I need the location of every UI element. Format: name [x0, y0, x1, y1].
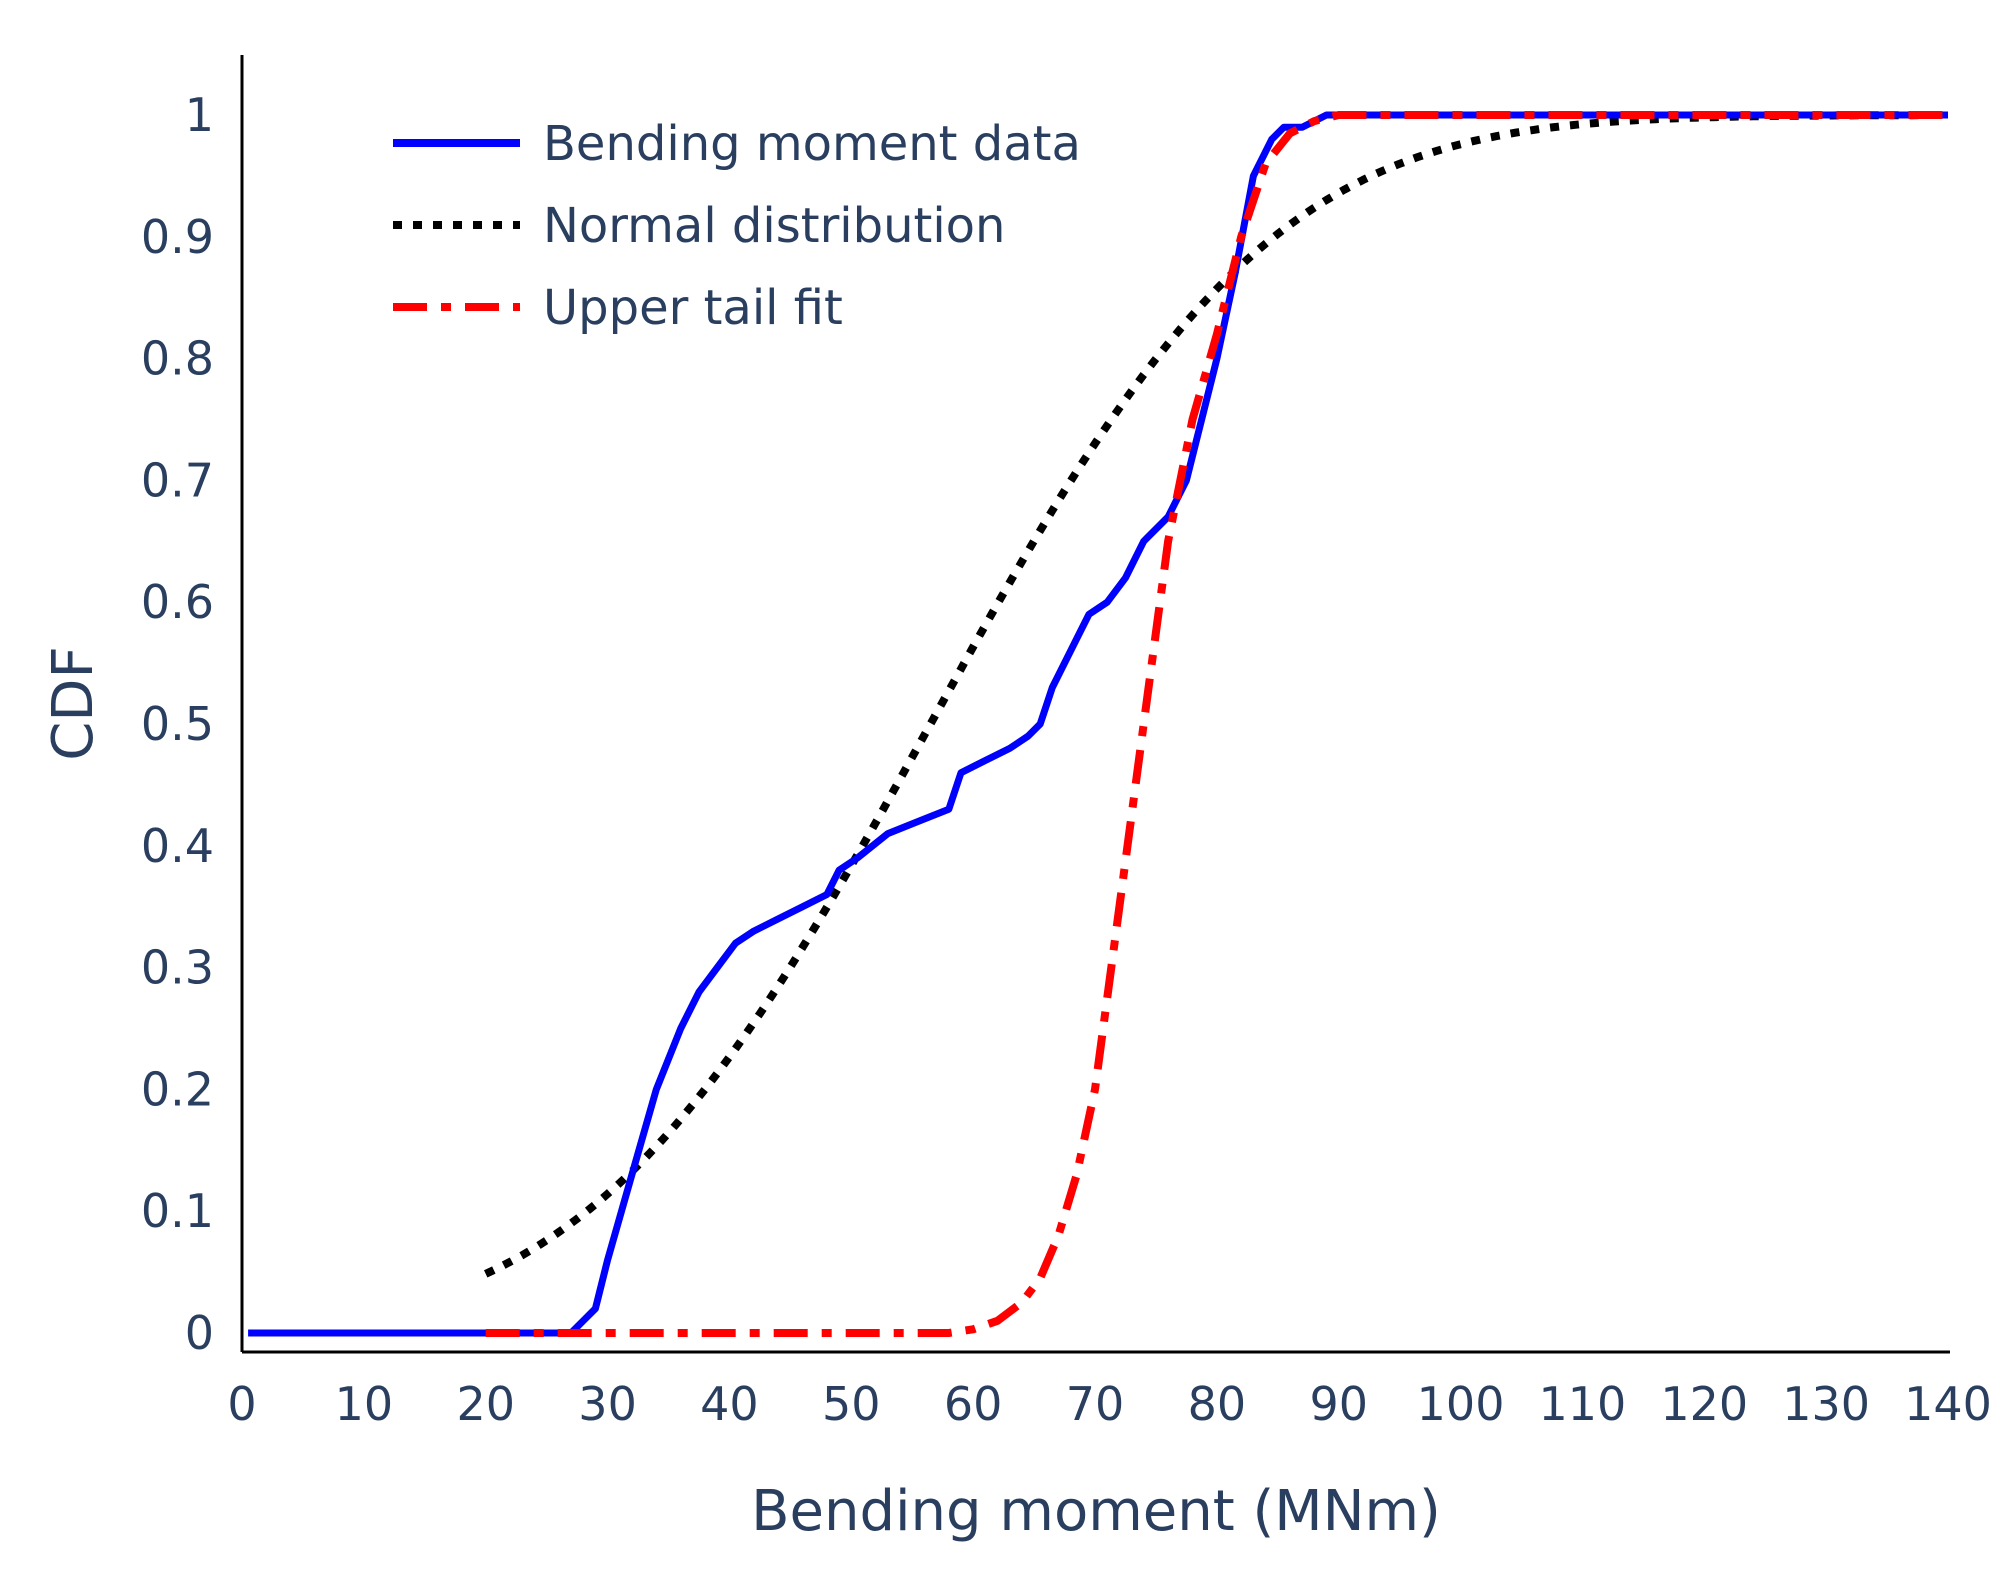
x-tick-label: 0: [227, 1377, 256, 1431]
series-line-normal-distribution: [483, 111, 1924, 1278]
y-tick-label: 0.9: [141, 210, 214, 264]
x-tick-label: 20: [456, 1377, 515, 1431]
x-tick-label: 60: [944, 1377, 1003, 1431]
x-tick-label: 120: [1660, 1377, 1748, 1431]
y-tick-label: 0.6: [141, 575, 214, 629]
legend-label: Normal distribution: [543, 198, 1005, 254]
y-tick-label: 0.1: [141, 1184, 214, 1238]
y-tick-label: 1: [185, 88, 214, 142]
y-tick-label: 0.8: [141, 332, 214, 386]
legend: Bending moment data Normal distribution Up…: [393, 116, 1081, 336]
y-tick-label: 0.3: [141, 941, 214, 995]
series-layer: [248, 111, 1948, 1337]
x-tick-label: 100: [1417, 1377, 1505, 1431]
x-tick-label: 40: [700, 1377, 759, 1431]
y-axis-ticks: 0 0.1 0.2 0.3 0.4 0.5 0.6 0.7 0.8 0.9 1: [141, 88, 214, 1360]
y-tick-label: 0.4: [141, 819, 214, 873]
y-axis-title: CDF: [41, 646, 106, 760]
x-tick-label: 10: [335, 1377, 394, 1431]
x-axis-ticks: 0 10 20 30 40 50 60 70 80 90 100 110 120 130 140: [227, 1377, 1992, 1431]
x-tick-label: 70: [1066, 1377, 1125, 1431]
legend-label: Bending moment data: [543, 116, 1081, 172]
y-tick-label: 0.5: [141, 697, 214, 751]
x-tick-label: 50: [822, 1377, 881, 1431]
series-line-bending-moment-data: [248, 111, 1948, 1337]
x-tick-label: 30: [578, 1377, 637, 1431]
x-tick-label: 110: [1539, 1377, 1627, 1431]
y-tick-label: 0: [185, 1306, 214, 1360]
y-tick-label: 0.2: [141, 1062, 214, 1116]
legend-label: Upper tail fit: [543, 280, 843, 336]
x-tick-label: 80: [1188, 1377, 1247, 1431]
x-tick-label: 90: [1309, 1377, 1368, 1431]
x-tick-label: 140: [1904, 1377, 1992, 1431]
x-tick-label: 130: [1782, 1377, 1870, 1431]
y-tick-label: 0.7: [141, 453, 214, 507]
x-axis-title: Bending moment (MNm): [751, 1479, 1441, 1544]
